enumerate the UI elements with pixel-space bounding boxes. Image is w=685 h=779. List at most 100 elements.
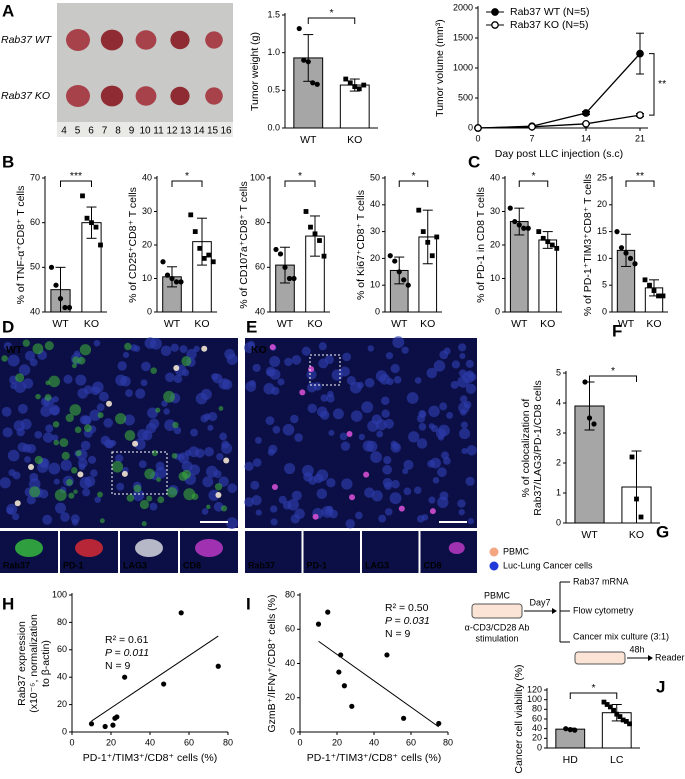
nucleus (221, 442, 233, 454)
data-point (554, 245, 560, 251)
channel-label: LAG3 (123, 560, 147, 570)
y-tick-label: 0.0 (267, 122, 280, 132)
annotation: N = 9 (385, 628, 411, 640)
data-point (325, 609, 331, 615)
inset (420, 531, 477, 573)
y-tick-label: 5 (556, 367, 561, 377)
stain (44, 394, 52, 401)
tumor (170, 86, 190, 106)
nucleus (202, 476, 214, 488)
nucleus (408, 431, 420, 443)
stain (308, 366, 315, 373)
nucleus (282, 423, 295, 436)
stain (111, 461, 124, 473)
nucleus (165, 372, 175, 383)
significance-bracket (398, 180, 429, 187)
channel-label: Rab37 (3, 560, 30, 570)
nucleus (339, 432, 348, 441)
row-label: Rab37 KO (1, 90, 50, 102)
inset-stain (448, 542, 465, 554)
stain (349, 494, 356, 501)
y-tick-label: 0 (556, 517, 561, 527)
nucleus (466, 445, 477, 456)
y-tick-label: 0.5 (267, 85, 280, 95)
y-tick-label: 1 (556, 487, 561, 497)
nucleus (93, 339, 101, 347)
nucleus (17, 403, 28, 414)
nucleus (155, 461, 165, 471)
stain (77, 356, 86, 365)
data-point (361, 82, 367, 88)
nucleus (403, 459, 414, 470)
stain (181, 356, 192, 367)
y-tick-label: 40 (285, 658, 295, 668)
y-tick-label: 1.0 (267, 47, 280, 57)
stain (14, 500, 21, 507)
data-point (623, 250, 629, 256)
nucleus (392, 336, 405, 349)
y-tick-label: 10 (142, 273, 152, 283)
stain (61, 451, 70, 460)
y-tick-label: 500 (458, 92, 473, 102)
nucleus (362, 440, 374, 452)
row-label: Rab37 WT (1, 34, 53, 46)
nucleus (173, 374, 183, 384)
y-tick-label: 80 (285, 589, 295, 599)
nucleus (278, 495, 287, 504)
nucleus (48, 462, 61, 475)
nucleus (326, 394, 335, 403)
y-tick-label: 120 (527, 684, 542, 694)
y-axis-label: % of PD-1⁺TIM3⁺CD8⁺ T cells (582, 174, 594, 316)
stain (79, 344, 92, 356)
nucleus (53, 478, 60, 485)
data-point (656, 293, 661, 299)
nucleus (26, 495, 36, 505)
nucleus (24, 456, 31, 463)
panel-label: J (656, 677, 665, 696)
annotation: P = 0.031 (385, 615, 430, 627)
nucleus (263, 383, 275, 395)
x-tick-label: KO (629, 529, 644, 541)
data-point (215, 663, 221, 669)
stain (133, 484, 142, 493)
x-axis-label: PD-1⁺/TIM3⁺/CD8⁺ cells (%) (83, 752, 217, 764)
y-tick-label: 20 (597, 199, 607, 209)
nucleus (80, 440, 91, 451)
data-point (634, 496, 639, 502)
nucleus (207, 424, 214, 431)
time-label: 48h (629, 644, 644, 654)
data-point (210, 259, 216, 265)
annotation: R² = 0.50 (385, 602, 429, 614)
x-tick-label: 40 (369, 737, 379, 747)
data-point (387, 253, 393, 259)
nucleus (428, 405, 440, 418)
nucleus (332, 408, 344, 420)
stain (28, 464, 35, 471)
stain (214, 483, 223, 491)
stain (69, 404, 82, 416)
nucleus (461, 448, 468, 455)
y-tick-label: 2 (556, 457, 561, 467)
significance: * (591, 682, 595, 694)
nucleus (7, 354, 20, 367)
nucleus (73, 350, 81, 357)
y-tick-label: 15 (597, 226, 607, 236)
data-point (549, 242, 555, 248)
data-point (420, 229, 426, 234)
nucleus (138, 460, 147, 469)
nucleus (291, 355, 302, 365)
stain (15, 373, 25, 383)
x-tick-label: WT (164, 318, 181, 330)
nucleus (149, 502, 158, 511)
nucleus (250, 480, 260, 490)
y-tick-label: 40 (370, 199, 380, 209)
data-point (88, 721, 95, 727)
significance: * (185, 170, 189, 182)
tumor (100, 85, 124, 107)
x-tick-label: 0 (475, 133, 480, 143)
stain (363, 471, 370, 478)
nucleus (458, 402, 470, 414)
stain (71, 363, 77, 369)
x-tick-label: WT (300, 134, 317, 146)
nucleus (226, 517, 238, 529)
